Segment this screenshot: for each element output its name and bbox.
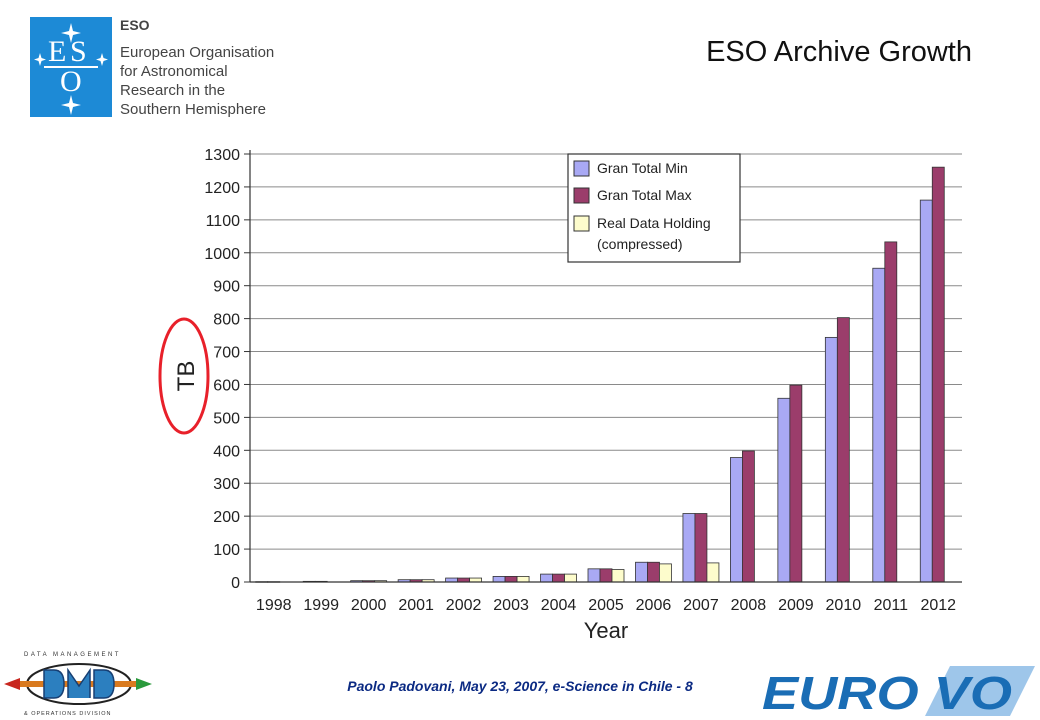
y-tick-label: 1100 [206, 213, 241, 230]
bar-gran-total-min [492, 576, 506, 583]
eurovo-logo-banner [925, 666, 1035, 716]
bars-layer [255, 166, 945, 583]
tb-highlight-ellipse [158, 317, 210, 435]
legend-label-min: Gran Total Min [597, 160, 688, 176]
dmd-logo-bottom-text: & OPERATIONS DIVISION [24, 711, 112, 717]
bar-gran-total-max [599, 568, 613, 583]
eso-logo-s: S [70, 35, 87, 68]
dmd-logo-letters [43, 667, 115, 699]
bar-gran-total-min [919, 199, 933, 583]
eso-logo-o: O [60, 65, 82, 98]
eso-org-line: for Astronomical [120, 63, 228, 80]
bar-gran-total-max [884, 241, 898, 583]
bar-real-data-holding [706, 562, 720, 583]
y-tick-label: 500 [213, 410, 240, 427]
bar-gran-total-min [730, 457, 743, 583]
bar-gran-total-max [836, 317, 850, 583]
bar-gran-total-max [647, 561, 660, 583]
x-tick-labels: 1998 1999 2000 2001 2002 2003 2004 2005 2006 2007… [256, 597, 956, 614]
x-axis-label: Year [584, 618, 628, 643]
x-tick-label: 2003 [493, 597, 529, 614]
bar-real-data-holding [564, 573, 577, 583]
y-tick-label: 700 [213, 345, 240, 362]
legend-swatch-min [573, 160, 590, 177]
legend-box [567, 153, 741, 263]
x-tick-label: 2000 [351, 597, 387, 614]
bar-gran-total-min [777, 397, 791, 583]
legend-swatch-max [573, 187, 590, 204]
legend-swatch-real [573, 215, 590, 232]
bar-gran-total-min [587, 568, 601, 583]
dmd-logo-arrow-left [4, 678, 20, 690]
eso-org-line: Southern Hemisphere [120, 101, 266, 118]
x-tick-label: 2002 [446, 597, 482, 614]
x-tick-label: 2007 [683, 597, 719, 614]
y-tick-label: 1300 [204, 147, 240, 164]
eso-org-line: European Organisation [120, 44, 275, 61]
y-tick-label: 400 [213, 443, 240, 460]
star-icon [34, 53, 46, 66]
star-icon [96, 53, 108, 66]
bar-gran-total-min [540, 573, 553, 583]
bar-gran-total-max [694, 513, 708, 583]
y-tick-label: 100 [213, 542, 240, 559]
bar-gran-total-min [824, 336, 838, 583]
dmd-logo-top-text: DATA MANAGEMENT [24, 652, 121, 658]
y-axis-label: TB [173, 361, 200, 392]
x-tick-label: 1999 [303, 597, 339, 614]
legend: Gran Total Min Gran Total Max Real Data … [567, 153, 741, 263]
legend-label-max: Gran Total Max [597, 187, 692, 203]
eso-organisation: ESO European Organisation for Astronomic… [120, 17, 274, 119]
bar-gran-total-min [635, 561, 648, 583]
eurovo-logo-text: EURO VO [762, 667, 1012, 716]
bar-gran-total-max [504, 576, 518, 583]
bar-gran-total-max [789, 384, 803, 583]
y-tick-label: 800 [213, 312, 240, 329]
y-tick-label: 1000 [204, 246, 240, 263]
legend-label-compressed: (compressed) [597, 236, 683, 252]
footer-text: Paolo Padovani, May 23, 2007, e-Science … [347, 678, 693, 694]
y-tick-label: 200 [213, 509, 240, 526]
x-tick-label: 2001 [398, 597, 434, 614]
x-tick-label: 2004 [541, 597, 577, 614]
y-tick-label: 900 [213, 279, 240, 296]
bar-gran-total-min [682, 513, 696, 583]
x-tick-label: 2006 [636, 597, 672, 614]
bar-gran-total-min [872, 267, 886, 583]
x-tick-label: 1998 [256, 597, 292, 614]
bar-real-data-holding [611, 569, 625, 583]
x-tick-label: 2010 [826, 597, 862, 614]
slide-title: ESO Archive Growth [706, 36, 972, 68]
y-tick-label: 1200 [204, 180, 240, 197]
star-icon [61, 95, 81, 115]
bar-gran-total-max [742, 450, 755, 583]
eurovo-logo: EURO VO [762, 666, 1035, 716]
x-tick-label: 2008 [731, 597, 767, 614]
bar-gran-total-max [552, 573, 565, 583]
bar-real-data-holding [659, 563, 672, 583]
x-tick-label: 2005 [588, 597, 624, 614]
y-tick-label: 300 [213, 476, 240, 493]
eso-org-line: Research in the [120, 82, 226, 99]
dmd-logo-arrow-right [136, 678, 152, 690]
bar-real-data-holding [516, 576, 530, 583]
y-tick-label: 600 [213, 377, 240, 394]
eso-logo-e: E [48, 35, 66, 68]
y-tick-labels: 0 100 200 300 400 500 600 700 800 900 1000 1100 1200… [204, 147, 240, 592]
eso-short-name: ESO [120, 17, 150, 33]
legend-label-real: Real Data Holding [597, 215, 711, 231]
bar-gran-total-max [931, 166, 945, 583]
y-tick-label: 0 [231, 575, 240, 592]
dmd-logo: DATA MANAGEMENT & OPERATIONS DIVISION [4, 652, 152, 717]
x-tick-label: 2009 [778, 597, 814, 614]
x-tick-label: 2012 [920, 597, 956, 614]
eso-logo: E S O [30, 17, 112, 117]
x-tick-label: 2011 [874, 597, 909, 614]
archive-growth-chart: 0 100 200 300 400 500 600 700 800 900 1000 1100 1200… [158, 147, 962, 643]
star-icon [61, 23, 81, 43]
